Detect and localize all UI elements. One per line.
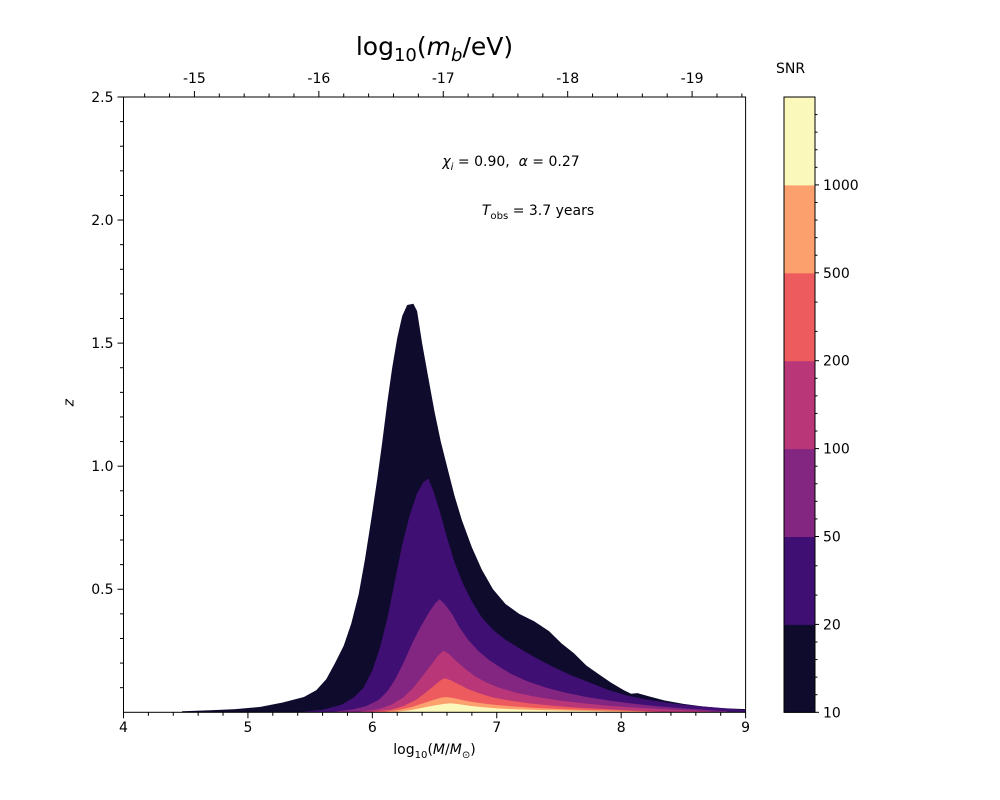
y-tick-label: 2.0 — [91, 213, 113, 229]
top-tick-label: -18 — [556, 71, 579, 87]
chi-subscript: i — [450, 161, 454, 173]
x-tick-label: 6 — [368, 720, 377, 736]
annotation-chi-value: = 0.90, — [453, 154, 519, 170]
x-tick-label: 5 — [243, 720, 252, 736]
x-tick-label: 7 — [492, 720, 501, 736]
y-tick-label: 0.5 — [91, 582, 113, 598]
colorbar-segment-50-100 — [784, 448, 815, 537]
colorbar-segment-100-200 — [784, 360, 815, 450]
y-tick-label: 1.0 — [91, 459, 113, 475]
colorbar-outline — [783, 96, 816, 713]
y-tick-label: 2.5 — [91, 90, 113, 106]
top-title-close: /eV) — [462, 32, 514, 61]
y-axis-label: z — [61, 377, 78, 429]
colorbar-tick-label: 10 — [823, 705, 841, 721]
xlabel-log: log — [393, 742, 415, 758]
x-tick-label: 8 — [617, 720, 626, 736]
axes-spines — [123, 96, 747, 713]
sun-symbol: ⊙ — [461, 749, 471, 761]
annotation-tobs-value: = 3.7 years — [508, 203, 595, 219]
xlabel-slash: / — [445, 742, 450, 758]
top-tick-label: -19 — [681, 71, 704, 87]
tobs-subscript: obs — [490, 210, 509, 222]
y-tick-label: 1.5 — [91, 336, 113, 352]
annotation-chi-alpha: χi = 0.90, α = 0.27 — [442, 154, 580, 173]
colorbar-segment-20-50 — [784, 536, 815, 625]
top-title-paren: ( — [416, 32, 427, 61]
colorbar-segment-1000-2000 — [784, 97, 815, 186]
colorbar-tick-label: 1000 — [823, 178, 859, 194]
tobs-symbol: T — [481, 203, 491, 219]
colorbar-segment-500-1000 — [784, 184, 815, 274]
contour-fills — [182, 303, 746, 713]
x-tick-label: 4 — [119, 720, 128, 736]
colorbar-segment-200-500 — [784, 272, 815, 362]
xlabel-msun-var: M — [449, 742, 462, 758]
top-tick-label: -15 — [183, 71, 206, 87]
contour-level-1000 — [397, 703, 622, 713]
colorbar-tick-label: 100 — [823, 442, 850, 458]
top-axis-title: log10(mb/eV) — [123, 33, 746, 66]
colorbar-title: SNR — [776, 61, 806, 77]
top-title-var: m — [426, 32, 452, 61]
colorbar-tick-label: 200 — [823, 354, 850, 370]
colorbar-tick-label: 500 — [823, 266, 850, 282]
chi-symbol: χ — [442, 154, 451, 170]
alpha-symbol: α — [518, 154, 528, 170]
xlabel-close: ) — [470, 742, 476, 758]
x-tick-label: 9 — [741, 720, 750, 736]
xlabel-paren: ( — [427, 742, 433, 758]
colorbar-segment-10-20 — [784, 624, 815, 713]
top-tick-label: -17 — [432, 71, 455, 87]
colorbar-tick-label: 50 — [823, 530, 841, 546]
colorbar — [783, 96, 816, 713]
top-title-var-sub: b — [451, 45, 463, 66]
top-title-log: log — [355, 32, 394, 61]
xlabel-log-sub: 10 — [414, 749, 428, 761]
colorbar-tick-label: 20 — [823, 617, 841, 633]
xlabel-mass-var: M — [432, 742, 445, 758]
top-title-log-sub: 10 — [393, 45, 417, 66]
ylabel-text: z — [61, 399, 78, 407]
top-tick-label: -16 — [307, 71, 330, 87]
x-axis-label: log10(M/M⊙) — [123, 742, 746, 761]
annotation-alpha-value: = 0.27 — [527, 154, 580, 170]
annotation-tobs: Tobs = 3.7 years — [481, 203, 595, 222]
colorbar-title-text: SNR — [776, 61, 806, 77]
